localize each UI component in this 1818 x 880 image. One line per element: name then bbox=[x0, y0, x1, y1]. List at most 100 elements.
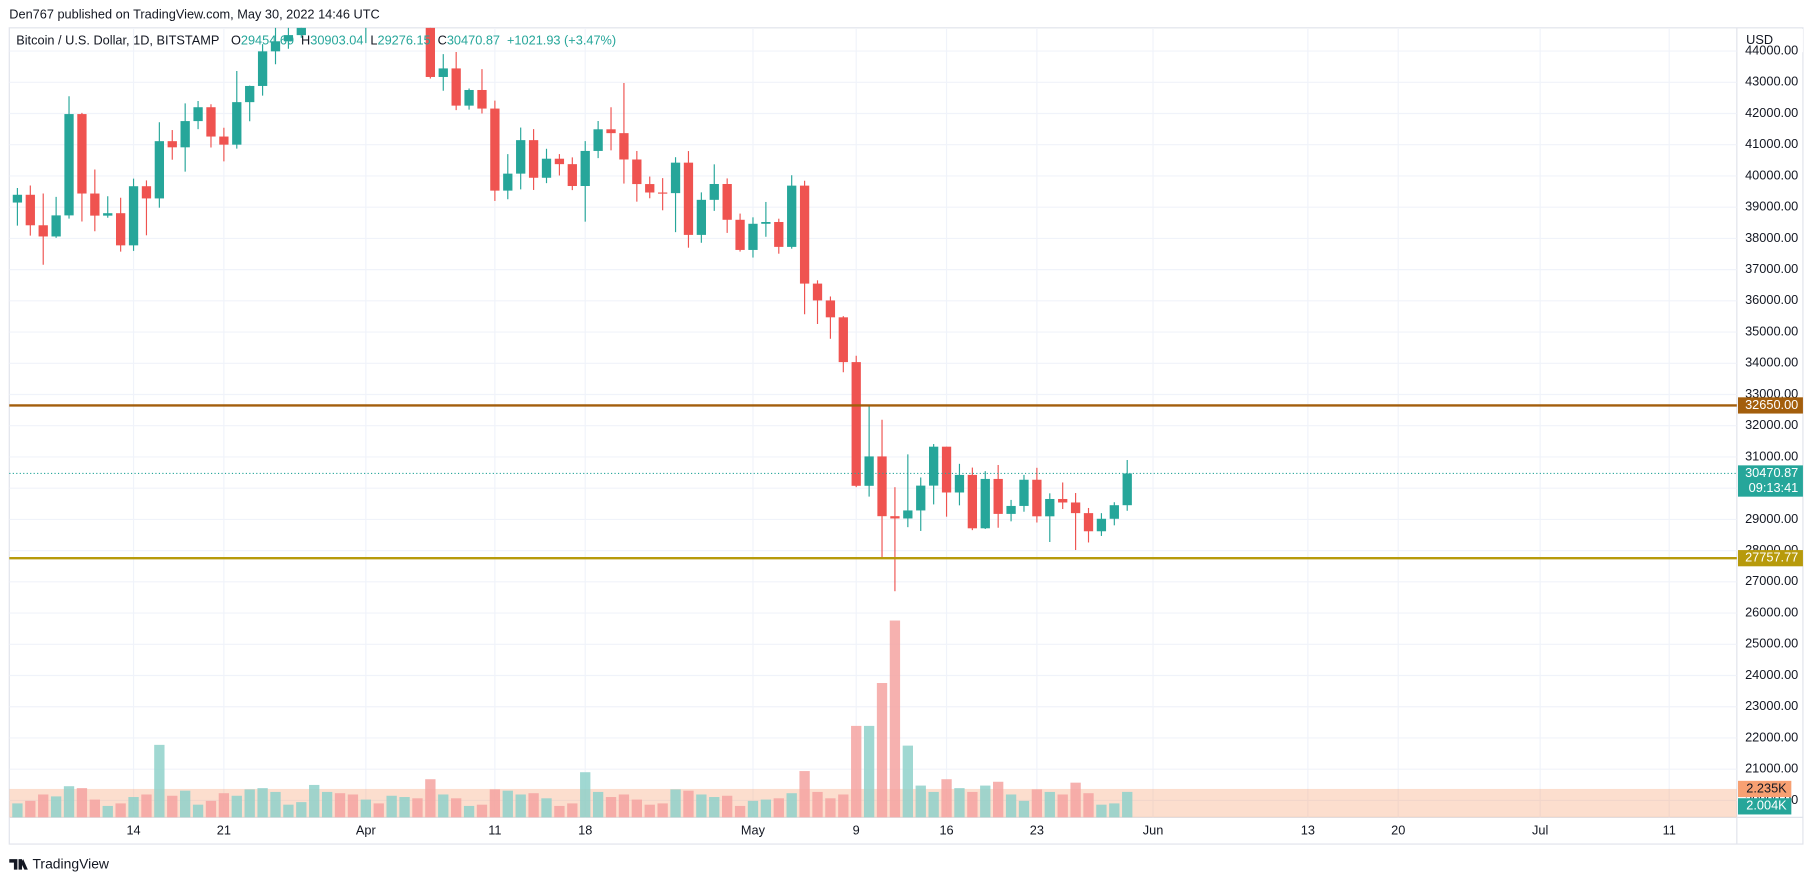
volume-bar bbox=[554, 805, 565, 818]
volume-bar bbox=[799, 771, 810, 818]
candle-body bbox=[941, 446, 952, 493]
candle-body bbox=[1109, 505, 1119, 519]
candle-body bbox=[748, 223, 758, 250]
candle-body bbox=[503, 173, 513, 191]
volume-bar bbox=[128, 797, 139, 818]
candle-body bbox=[683, 162, 694, 235]
level-label: 27757.77 bbox=[1745, 550, 1798, 565]
ohlc-label: H bbox=[301, 33, 310, 48]
volume-bar bbox=[605, 797, 617, 818]
candle-body bbox=[296, 27, 306, 36]
volume-bar bbox=[1109, 803, 1120, 818]
y-tick-label: 40000.00 bbox=[1745, 167, 1798, 182]
candle-body bbox=[799, 185, 810, 284]
volume-bar bbox=[360, 799, 371, 818]
candle-body bbox=[916, 485, 926, 511]
volume-bar bbox=[296, 802, 307, 818]
volume-bar bbox=[696, 794, 707, 818]
candle-body bbox=[1019, 479, 1029, 506]
volume-bar bbox=[1057, 794, 1068, 818]
volume-bar bbox=[876, 683, 888, 818]
volume-bar bbox=[334, 793, 346, 818]
ohlc-label: L bbox=[370, 33, 377, 48]
change: +1021.93 (+3.47%) bbox=[507, 33, 616, 48]
volume-bar bbox=[373, 803, 384, 818]
volume-bar bbox=[167, 795, 178, 818]
x-tick-label: Apr bbox=[356, 823, 377, 838]
volume-bar bbox=[709, 797, 720, 818]
candle-body bbox=[877, 456, 887, 517]
volume-bar bbox=[812, 791, 823, 818]
candle-body bbox=[812, 283, 823, 301]
candle-body bbox=[115, 213, 126, 246]
volume-bar bbox=[205, 800, 217, 818]
volume-bar bbox=[618, 794, 630, 818]
candle-body bbox=[709, 184, 719, 200]
volume-ma-label: 2.235K bbox=[1746, 780, 1787, 795]
candle-body bbox=[838, 317, 848, 363]
candle-body bbox=[141, 186, 152, 199]
volume-bar bbox=[451, 798, 462, 818]
y-tick-label: 35000.00 bbox=[1745, 323, 1798, 338]
volume-bar bbox=[786, 793, 797, 818]
candle-body bbox=[735, 219, 745, 250]
volume-bar bbox=[502, 790, 513, 818]
volume-bar bbox=[89, 799, 100, 818]
volume-bar bbox=[399, 797, 410, 818]
candle-body bbox=[257, 51, 268, 86]
volume-bar bbox=[438, 794, 449, 818]
candle-body bbox=[825, 300, 836, 318]
candle-body bbox=[438, 68, 448, 77]
candle-body bbox=[528, 140, 539, 178]
y-tick-label: 22000.00 bbox=[1745, 729, 1798, 744]
volume-bar bbox=[980, 785, 991, 818]
candle-body bbox=[193, 107, 203, 122]
volume-bar bbox=[231, 795, 242, 818]
y-tick-label: 39000.00 bbox=[1745, 199, 1798, 214]
volume-bar bbox=[747, 800, 759, 818]
y-tick-label: 26000.00 bbox=[1745, 604, 1798, 619]
volume-bar bbox=[915, 785, 926, 818]
candle-body bbox=[903, 510, 913, 519]
x-tick-label: 14 bbox=[126, 823, 140, 838]
y-tick-label: 42000.00 bbox=[1745, 105, 1798, 120]
y-tick-label: 33000.00 bbox=[1745, 386, 1798, 401]
volume-bar bbox=[928, 791, 939, 818]
candle-body bbox=[993, 478, 1003, 514]
candle-body bbox=[580, 150, 590, 187]
volume-bar bbox=[386, 795, 397, 818]
candle-body bbox=[967, 474, 978, 529]
currency: USD bbox=[1746, 32, 1773, 47]
volume-bar bbox=[347, 794, 359, 818]
candle-body bbox=[593, 129, 603, 151]
candle-body bbox=[154, 141, 165, 199]
volume-bar bbox=[154, 744, 165, 818]
volume-bar bbox=[115, 803, 126, 818]
candle-body bbox=[90, 193, 100, 216]
volume-bar bbox=[644, 804, 655, 818]
volume-bar bbox=[967, 791, 978, 818]
candle-body bbox=[541, 158, 552, 178]
volume-bar bbox=[993, 781, 1004, 818]
brand: TradingView bbox=[32, 856, 109, 872]
level-label: 32650.00 bbox=[1745, 397, 1798, 412]
y-tick-label: 29000.00 bbox=[1745, 511, 1798, 526]
candle-body bbox=[425, 27, 436, 77]
volume-bar bbox=[489, 789, 501, 818]
x-tick-label: 18 bbox=[578, 823, 592, 838]
candle-body bbox=[890, 516, 900, 519]
volume-bar bbox=[838, 794, 849, 818]
candle-body bbox=[1032, 479, 1042, 517]
ohlc-value: 30903.04 bbox=[310, 33, 363, 48]
candle-body bbox=[477, 89, 487, 109]
candle-body bbox=[567, 164, 577, 187]
candle-body bbox=[219, 136, 229, 145]
x-tick-label: 16 bbox=[939, 823, 953, 838]
volume-ma-label-bg bbox=[1737, 780, 1792, 798]
x-tick-label: 23 bbox=[1030, 823, 1044, 838]
candle-body bbox=[270, 41, 281, 52]
y-tick-label: 36000.00 bbox=[1745, 292, 1798, 307]
candle-body bbox=[1006, 505, 1016, 514]
candle-body bbox=[619, 133, 629, 160]
